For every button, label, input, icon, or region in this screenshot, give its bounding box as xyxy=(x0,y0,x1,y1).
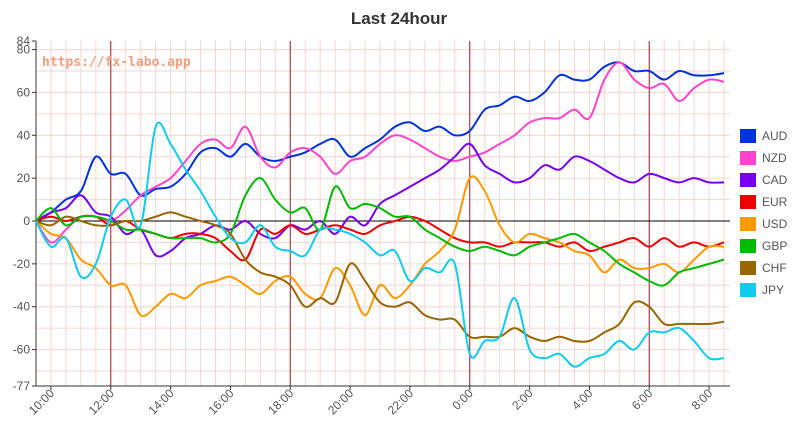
legend-label-nzd: NZD xyxy=(762,151,787,165)
x-tick-label: 20:00 xyxy=(325,386,356,417)
x-tick-label: 22:00 xyxy=(385,386,416,417)
series-line-aud xyxy=(35,61,725,222)
legend-label-aud: AUD xyxy=(762,129,788,143)
series-line-gbp xyxy=(35,177,725,287)
watermark: https://fx-labo.app xyxy=(42,55,191,70)
legend-label-jpy: JPY xyxy=(762,283,784,297)
legend-swatch-nzd xyxy=(740,151,756,165)
x-tick-label: 0:00 xyxy=(449,386,476,413)
series-line-jpy xyxy=(35,121,725,368)
legend-label-chf: CHF xyxy=(762,261,787,275)
y-tick-label: -40 xyxy=(13,300,31,314)
legend-swatch-gbp xyxy=(740,239,756,253)
series-line-usd xyxy=(35,175,725,318)
legend-swatch-cad xyxy=(740,173,756,187)
axes xyxy=(35,41,730,387)
series-line-chf xyxy=(35,211,725,343)
y-tick-label: 40 xyxy=(17,128,31,142)
chart-title: Last 24hour xyxy=(351,9,448,28)
y-tick-label: -20 xyxy=(13,257,31,271)
legend-swatch-eur xyxy=(740,195,756,209)
y-tick-label: -77 xyxy=(13,379,31,393)
series-line-cad xyxy=(35,142,725,258)
legend: AUD NZD CAD EUR USD GBP CHF JPY xyxy=(740,129,788,297)
legend-label-usd: USD xyxy=(762,217,788,231)
x-axis-ticks: 10:00 12:00 14:00 16:00 18:00 20:00 22:00 0:00 2… xyxy=(26,386,715,417)
legend-swatch-aud xyxy=(740,129,756,143)
x-tick-label: 12:00 xyxy=(86,386,117,417)
legend-label-eur: EUR xyxy=(762,195,788,209)
legend-swatch-usd xyxy=(740,217,756,231)
x-tick-label: 2:00 xyxy=(509,386,536,413)
y-tick-label: 84 xyxy=(17,34,31,48)
legend-swatch-chf xyxy=(740,261,756,275)
series-lines xyxy=(35,61,725,368)
y-tick-label: 0 xyxy=(23,214,30,228)
series-line-nzd xyxy=(35,61,725,244)
y-tick-label: 80 xyxy=(17,43,31,57)
x-tick-label: 18:00 xyxy=(265,386,296,417)
y-tick-label: 60 xyxy=(17,85,31,99)
legend-swatch-jpy xyxy=(740,283,756,297)
legend-label-gbp: GBP xyxy=(762,239,787,253)
session-markers xyxy=(110,41,650,386)
x-tick-label: 4:00 xyxy=(569,386,596,413)
y-tick-label: -60 xyxy=(13,343,31,357)
x-tick-label: 16:00 xyxy=(205,386,236,417)
x-tick-label: 6:00 xyxy=(629,386,656,413)
x-tick-label: 10:00 xyxy=(26,386,57,417)
grid xyxy=(36,41,730,386)
x-tick-label: 14:00 xyxy=(146,386,177,417)
x-tick-label: 8:00 xyxy=(689,386,716,413)
legend-label-cad: CAD xyxy=(762,173,788,187)
y-tick-label: 20 xyxy=(17,171,31,185)
